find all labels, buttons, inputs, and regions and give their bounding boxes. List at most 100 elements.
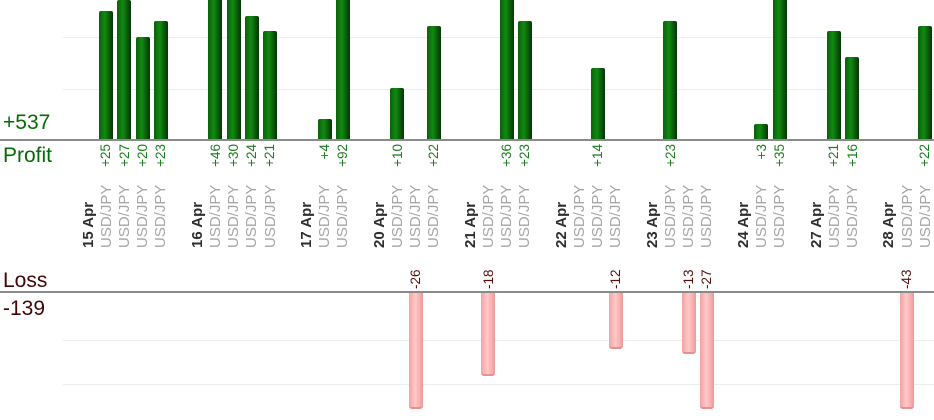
profit-axis-line <box>0 139 934 141</box>
profit-bar <box>827 31 842 140</box>
loss-bar <box>481 293 496 376</box>
profit-bar <box>153 21 168 140</box>
profit-bar <box>772 0 787 140</box>
date-label: 16 Apr <box>188 201 206 248</box>
loss-value-label: -27 <box>699 269 715 289</box>
profit-value-label: +4 <box>316 144 332 160</box>
symbol-label: USD/JPY <box>134 184 152 248</box>
date-label: 28 Apr <box>880 201 898 248</box>
profit-bar <box>426 26 441 140</box>
profit-bar <box>918 26 933 140</box>
profit-value-label: +30 <box>225 144 241 167</box>
loss-bar <box>681 293 696 354</box>
profit-gridline-20 <box>63 37 934 38</box>
symbol-label: USD/JPY <box>334 184 352 248</box>
profit-bar <box>845 57 860 140</box>
date-label: 17 Apr <box>297 201 315 248</box>
profit-bar <box>754 124 769 140</box>
loss-value-label: -18 <box>480 269 496 289</box>
date-label: 15 Apr <box>79 201 97 248</box>
symbol-label: USD/JPY <box>206 184 224 248</box>
loss-axis-line <box>0 291 934 293</box>
symbol-label: USD/JPY <box>225 184 243 248</box>
symbol-label: USD/JPY <box>843 184 861 248</box>
symbol-label: USD/JPY <box>97 184 115 248</box>
profit-value-label: +23 <box>662 144 678 167</box>
symbol-label: USD/JPY <box>243 184 261 248</box>
date-label: 24 Apr <box>734 201 752 248</box>
profit-value-label: +24 <box>244 144 260 167</box>
date-label: 23 Apr <box>643 201 661 248</box>
profit-value-label: +3 <box>753 144 769 160</box>
profit-bar <box>263 31 277 140</box>
symbol-label: USD/JPY <box>752 184 770 248</box>
loss-gridline-10 <box>63 340 934 341</box>
symbol-label: USD/JPY <box>316 184 334 248</box>
symbol-label: USD/JPY <box>425 184 443 248</box>
symbol-label: USD/JPY <box>570 184 588 248</box>
profit-value-label: +14 <box>589 144 605 167</box>
profit-value-label: +10 <box>389 144 405 167</box>
loss-value-label: -13 <box>680 269 696 289</box>
symbol-label: USD/JPY <box>261 184 279 248</box>
profit-value-label: +23 <box>153 144 169 167</box>
symbol-label: USD/JPY <box>479 184 497 248</box>
profit-value-label: +25 <box>98 144 114 167</box>
loss-gridline-20 <box>63 384 934 385</box>
profit-bar <box>99 10 114 140</box>
profit-total-label: +537 <box>3 111 51 134</box>
profit-bar <box>117 0 132 140</box>
profit-value-label: +36 <box>498 144 514 167</box>
symbol-label: USD/JPY <box>898 184 916 248</box>
symbol-label: USD/JPY <box>825 184 843 248</box>
symbol-label: USD/JPY <box>152 184 170 248</box>
profit-bar <box>244 15 259 140</box>
profit-bar <box>390 88 405 140</box>
profit-value-label: +23 <box>517 144 533 167</box>
symbol-label: USD/JPY <box>516 184 534 248</box>
loss-value-label: -43 <box>899 269 915 289</box>
profit-value-label: +46 <box>207 144 223 167</box>
profit-value-label: +22 <box>917 144 933 167</box>
profit-bar <box>135 36 150 140</box>
profit-bar <box>663 21 678 140</box>
profit-value-label: +21 <box>826 144 842 167</box>
date-label: 22 Apr <box>552 201 570 248</box>
profit-value-label: +22 <box>426 144 442 167</box>
profit-bar <box>517 21 532 140</box>
profit-bar <box>226 0 241 140</box>
loss-bar <box>608 293 623 349</box>
profit-value-label: +16 <box>844 144 860 167</box>
loss-total-label: -139 <box>3 297 46 320</box>
profit-gridline-10 <box>63 89 934 90</box>
profit-bar <box>590 67 605 140</box>
symbol-label: USD/JPY <box>589 184 607 248</box>
date-label: 27 Apr <box>807 201 825 248</box>
profit-bar <box>317 119 332 140</box>
symbol-label: USD/JPY <box>388 184 406 248</box>
profit-value-label: +20 <box>134 144 150 167</box>
symbol-label: USD/JPY <box>680 184 698 248</box>
symbol-label: USD/JPY <box>115 184 133 248</box>
symbol-label: USD/JPY <box>916 184 934 248</box>
symbol-label: USD/JPY <box>498 184 516 248</box>
profit-value-label: +92 <box>335 144 351 167</box>
loss-bar <box>900 293 914 409</box>
loss-value-label: -26 <box>407 269 423 289</box>
loss-bar <box>699 293 714 409</box>
symbol-label: USD/JPY <box>698 184 716 248</box>
symbol-label: USD/JPY <box>607 184 625 248</box>
profit-bar <box>335 0 350 140</box>
profit-value-label: +27 <box>116 144 132 167</box>
profit-bar <box>499 0 514 140</box>
loss-bar <box>408 293 423 409</box>
symbol-label: USD/JPY <box>771 184 789 248</box>
symbol-label: USD/JPY <box>407 184 425 248</box>
date-label: 21 Apr <box>461 201 479 248</box>
symbol-label: USD/JPY <box>661 184 679 248</box>
profit-axis-title: Profit <box>3 144 53 167</box>
profit-value-label: +21 <box>262 144 278 167</box>
loss-axis-title: Loss <box>3 269 48 292</box>
profit-bar <box>208 0 223 140</box>
